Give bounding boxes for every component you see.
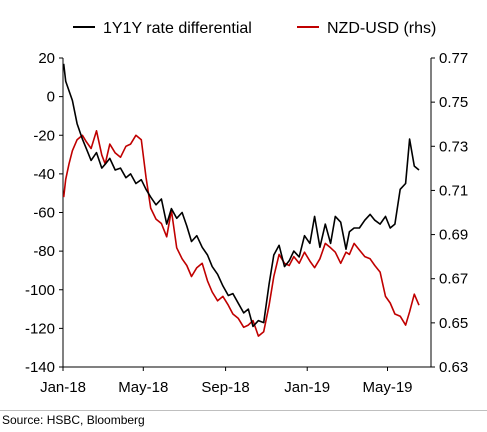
- x-tick-label: Jan-18: [40, 379, 86, 396]
- x-tick-label: May-18: [118, 379, 168, 396]
- y-left-tick-label: -100: [25, 282, 55, 299]
- x-tick-label: Sep-18: [201, 379, 249, 396]
- y-left-tick-label: -40: [33, 166, 55, 183]
- y-right-tick-label: 0.65: [439, 315, 468, 332]
- series-line-rate-differential: [62, 63, 420, 328]
- series-layer: [62, 63, 420, 337]
- y-left-tick-label: -20: [33, 127, 55, 144]
- y-right-tick-label: 0.73: [439, 138, 468, 155]
- y-left-tick-label: -140: [25, 359, 55, 376]
- y-right-tick-label: 0.67: [439, 271, 468, 288]
- legend-label-nzd-usd: NZD-USD (rhs): [327, 20, 436, 37]
- series-line-nzd-usd: [62, 130, 420, 337]
- axes: 20 0 -20 -40 -60 -80 -100 -120 -140 0.77 0.75 0.73 0…: [25, 50, 468, 396]
- legend: 1Y1Y rate differential NZD-USD (rhs): [73, 20, 436, 37]
- chart: 1Y1Y rate differential NZD-USD (rhs) 20 0…: [25, 20, 468, 396]
- y-right-tick-label: 0.63: [439, 359, 468, 376]
- y-left-tick-label: -120: [25, 320, 55, 337]
- legend-label-rate-differential: 1Y1Y rate differential: [103, 20, 252, 37]
- y-left-tick-label: -80: [33, 243, 55, 260]
- y-right-tick-label: 0.75: [439, 94, 468, 111]
- y-left-tick-label: -60: [33, 205, 55, 222]
- x-tick-label: Jan-19: [284, 379, 330, 396]
- y-right-tick-label: 0.77: [439, 50, 468, 67]
- y-left-tick-label: 20: [38, 50, 55, 67]
- y-left-tick-label: 0: [47, 89, 55, 106]
- source-note: Source: HSBC, Bloomberg: [2, 413, 145, 427]
- source-divider: [0, 410, 487, 411]
- x-tick-label: May-19: [362, 379, 412, 396]
- y-right-tick-label: 0.71: [439, 182, 468, 199]
- y-right-tick-label: 0.69: [439, 227, 468, 244]
